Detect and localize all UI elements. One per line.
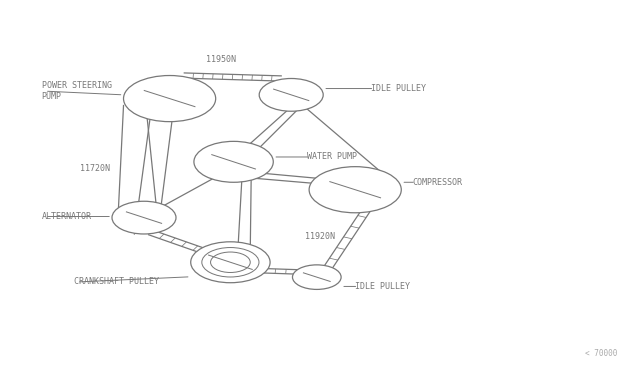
- Ellipse shape: [194, 141, 273, 182]
- Text: IDLE PULLEY: IDLE PULLEY: [371, 84, 426, 93]
- Ellipse shape: [124, 76, 216, 122]
- Text: 11950N: 11950N: [206, 55, 236, 64]
- Text: IDLE PULLEY: IDLE PULLEY: [355, 282, 410, 291]
- Text: < 70000: < 70000: [585, 349, 618, 358]
- Ellipse shape: [292, 265, 341, 289]
- Text: CRANKSHAFT PULLEY: CRANKSHAFT PULLEY: [74, 278, 159, 286]
- Ellipse shape: [259, 78, 323, 111]
- Text: 11720N: 11720N: [80, 164, 109, 173]
- Text: COMPRESSOR: COMPRESSOR: [413, 178, 463, 187]
- Text: WATER PUMP: WATER PUMP: [307, 153, 357, 161]
- Ellipse shape: [112, 201, 176, 234]
- Text: ALTERNATOR: ALTERNATOR: [42, 212, 92, 221]
- Ellipse shape: [309, 167, 401, 213]
- Ellipse shape: [191, 242, 270, 283]
- Text: 11920N: 11920N: [305, 232, 335, 241]
- Text: POWER STEERING
PUMP: POWER STEERING PUMP: [42, 81, 111, 101]
